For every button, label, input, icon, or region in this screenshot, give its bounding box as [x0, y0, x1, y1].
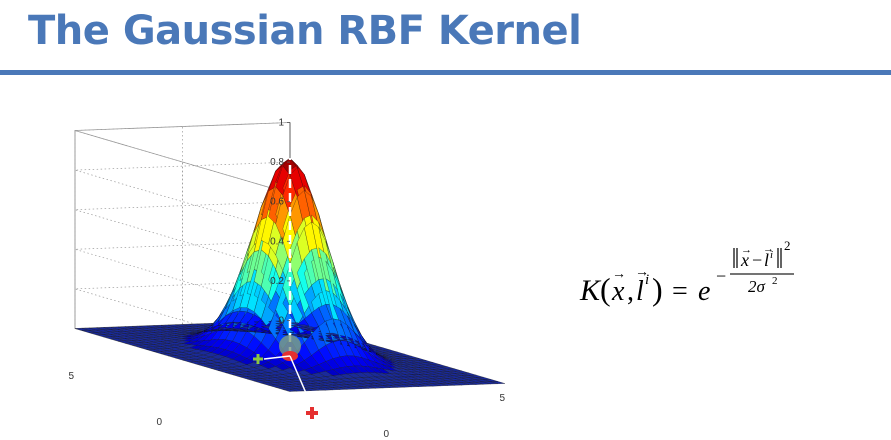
rbf-kernel-formula: K ( x → , l → i ) = e − x → − l → i 2 2σ… [579, 238, 794, 307]
formula-den-power: 2 [772, 275, 778, 287]
formula-close-paren: ) [652, 271, 663, 307]
surface-patch [490, 381, 506, 384]
formula-open-paren: ( [600, 271, 611, 307]
annotation-overlay [253, 158, 318, 419]
y-tick-label: 5 [68, 371, 74, 382]
z-tick-label: 0.8 [270, 157, 284, 168]
point-marker-v [310, 407, 314, 419]
arrow-to-point [289, 355, 313, 408]
title-underline [0, 70, 891, 75]
formula-x-vector-arrow: → [612, 267, 626, 282]
gaussian-surface-plot: 0 0.2 0.4 0.6 0.8 1 5 0 0 5 [68, 118, 506, 440]
formula-l-superscript: i [645, 272, 649, 288]
formula-comma: , [627, 276, 634, 307]
formula-num-x-arrow: → [741, 244, 752, 256]
slide-title: The Gaussian RBF Kernel [27, 7, 582, 55]
formula-num-l-superscript: i [770, 249, 773, 261]
z-tick-label: 0.6 [270, 197, 284, 208]
x-tick-label: 5 [499, 393, 505, 404]
z-gridline [74, 240, 291, 313]
z-tick-label: 0.4 [270, 236, 284, 247]
formula-equals: = [672, 276, 688, 307]
z-tick-label: 0.2 [270, 276, 284, 287]
surface-mesh [74, 157, 506, 392]
y-tick-label: 0 [156, 417, 162, 428]
formula-l-vector-arrow: → [635, 265, 649, 280]
formula-e: e [698, 276, 710, 307]
z-tick-label: 0 [278, 316, 284, 327]
formula-x: x [611, 276, 625, 307]
formula-num-power: 2 [784, 238, 791, 253]
z-gridline [74, 201, 291, 274]
landmark-highlight [279, 335, 301, 357]
z-tick-label: 1 [278, 118, 284, 129]
x-tick-label: 0 [383, 429, 389, 440]
axis-ticks: 0 0.2 0.4 0.6 0.8 1 5 0 0 5 [68, 118, 505, 440]
formula-exp-minus: − [716, 266, 726, 286]
formula-num-l: l [764, 250, 769, 270]
plus-marker-v [256, 354, 260, 364]
formula-denominator: 2σ [748, 277, 766, 296]
z-gridline [74, 161, 291, 234]
formula-num-l-arrow: → [763, 243, 774, 255]
formula-num-minus: − [752, 250, 762, 270]
formula-k: K [579, 274, 602, 307]
formula-num-x: x [740, 250, 749, 270]
arrow-to-plus [263, 355, 291, 360]
z-gridline [74, 122, 291, 194]
formula-l: l [636, 276, 644, 307]
